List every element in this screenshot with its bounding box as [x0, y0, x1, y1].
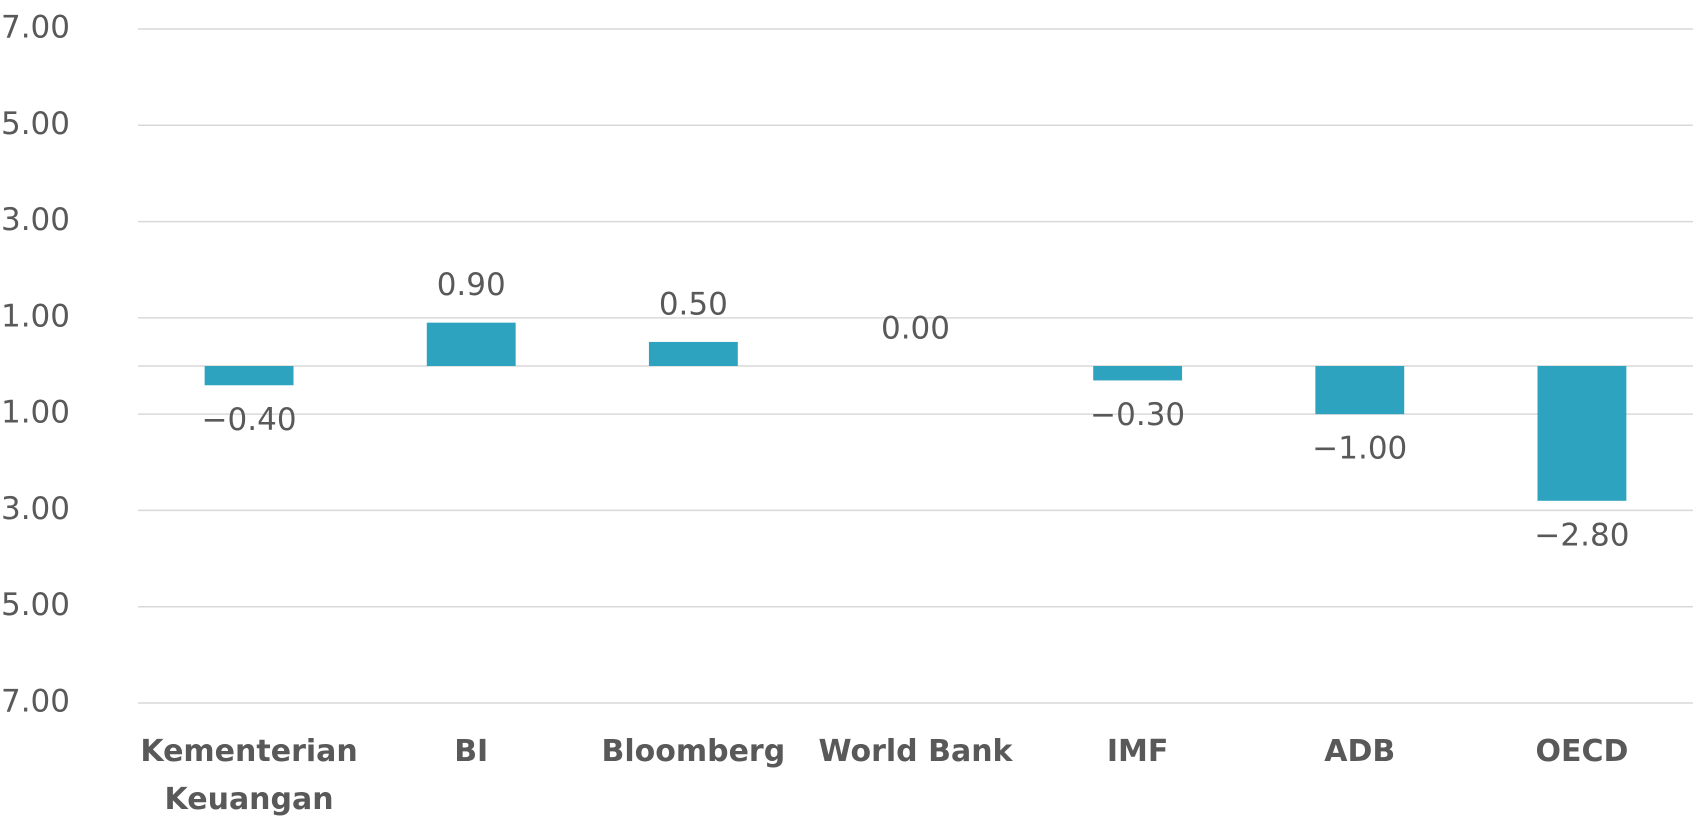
x-tick-label: OECD [1535, 734, 1629, 769]
value-label: 0.90 [437, 267, 506, 303]
y-tick-label: −1.00 [0, 395, 70, 431]
x-tick-label: IMF [1106, 734, 1169, 769]
y-tick-label: −7.00 [0, 684, 70, 720]
bar [1537, 366, 1627, 501]
bar [1093, 366, 1183, 381]
value-label: −0.30 [1090, 397, 1185, 433]
x-tick-label: World Bank [818, 734, 1013, 769]
x-tick-label: Kementerian Keuangan [140, 734, 358, 817]
bar [204, 366, 294, 386]
y-tick-label: −5.00 [0, 587, 70, 623]
y-tick-label: 7.00 [1, 10, 70, 46]
x-tick-label: Bloomberg [601, 734, 786, 769]
value-label: −0.40 [202, 402, 297, 438]
value-label: −2.80 [1534, 517, 1629, 553]
value-label: −1.00 [1312, 431, 1407, 467]
value-label: 0.50 [659, 286, 728, 322]
x-tick-label: BI [454, 734, 489, 769]
x-tick-label: ADB [1324, 734, 1396, 769]
y-tick-label: 5.00 [1, 106, 70, 142]
y-tick-label: 1.00 [1, 298, 70, 334]
bar [648, 341, 738, 366]
bar [1315, 366, 1405, 415]
y-tick-label: 3.00 [1, 202, 70, 238]
y-tick-label: −3.00 [0, 491, 70, 527]
bar [426, 322, 516, 366]
value-label: 0.00 [881, 311, 950, 347]
